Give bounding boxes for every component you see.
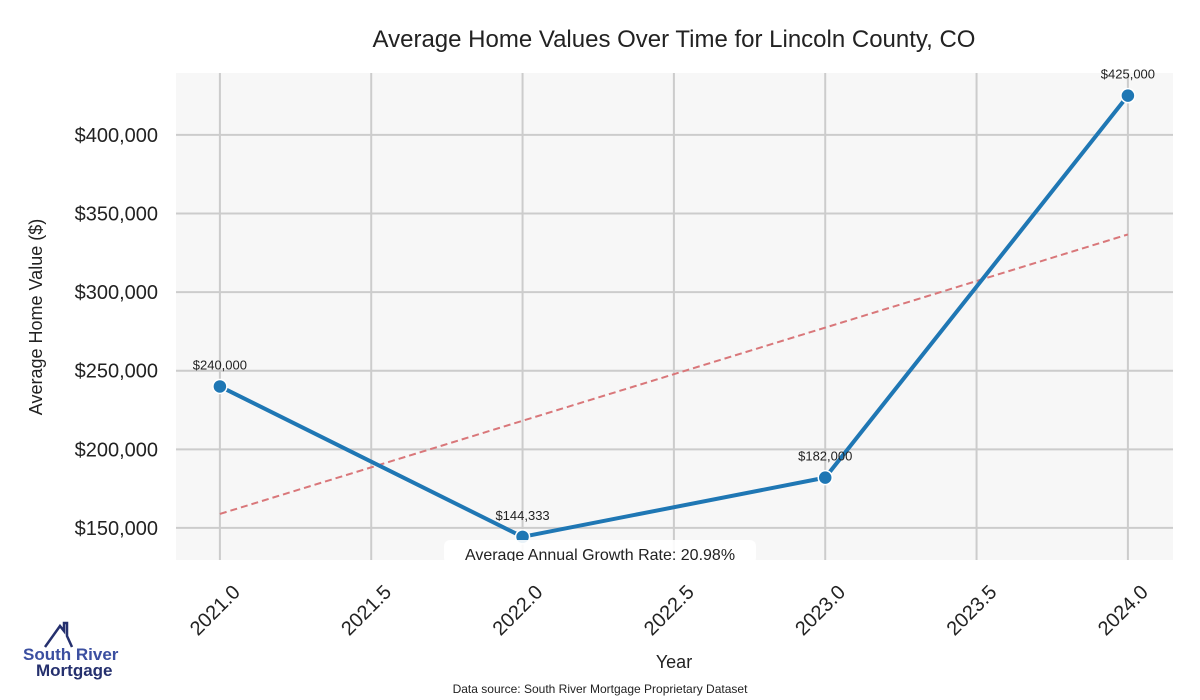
growth-rate-annotation: Average Annual Growth Rate: 20.98% — [465, 547, 735, 564]
data-point — [817, 469, 833, 486]
y-tick-label: $400,000 — [75, 125, 158, 147]
logo: South River Mortgage — [23, 621, 119, 680]
data-source: Data source: South River Mortgage Propri… — [453, 682, 748, 696]
y-tick-label: $300,000 — [75, 282, 158, 304]
logo-text-1: South River — [23, 645, 119, 664]
chart-title: Average Home Values Over Time for Lincol… — [373, 26, 976, 53]
data-point — [1120, 87, 1136, 104]
y-tick-label: $250,000 — [75, 361, 158, 383]
logo-text-2: Mortgage — [36, 661, 113, 680]
house-icon — [43, 621, 74, 648]
data-label: $182,000 — [798, 449, 852, 464]
data-label: $144,333 — [495, 508, 549, 523]
y-axis-label: Average Home Value ($) — [26, 219, 46, 415]
data-point — [212, 378, 228, 395]
series-line — [218, 94, 1130, 539]
y-tick-label: $200,000 — [75, 439, 158, 461]
data-label: $240,000 — [193, 357, 247, 372]
trend-line — [219, 233, 1129, 515]
y-tick-label: $350,000 — [75, 204, 158, 226]
x-axis-label: Year — [656, 652, 692, 672]
annotation-box — [444, 540, 756, 564]
y-tick-label: $150,000 — [75, 518, 158, 540]
data-label: $425,000 — [1101, 67, 1155, 82]
